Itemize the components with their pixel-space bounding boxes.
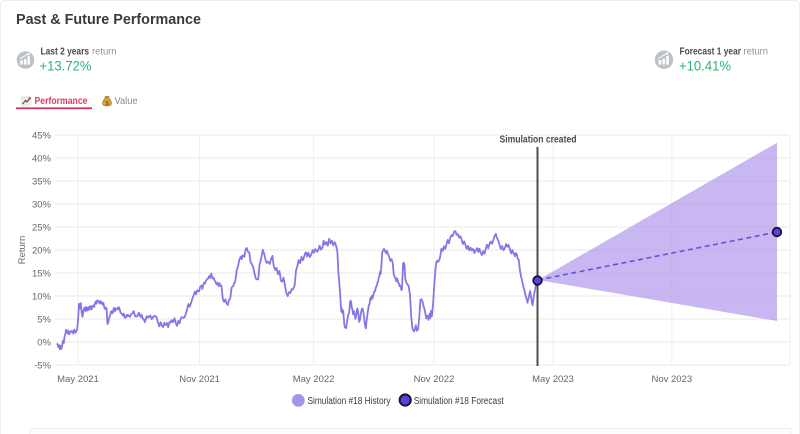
svg-text:Forecast 1 year: Forecast 1 year — [680, 46, 742, 58]
svg-text:-5%: -5% — [34, 361, 51, 372]
svg-text:30%: 30% — [32, 200, 52, 211]
svg-text:Nov 2022: Nov 2022 — [414, 374, 455, 385]
svg-text:20%: 20% — [32, 246, 52, 257]
svg-text:Nov 2023: Nov 2023 — [651, 374, 692, 385]
svg-text:10%: 10% — [32, 292, 52, 303]
svg-text:0%: 0% — [37, 338, 51, 349]
svg-text:+13.72%: +13.72% — [40, 58, 92, 74]
svg-text:return: return — [744, 46, 769, 58]
svg-text:Return: Return — [17, 236, 28, 265]
svg-text:Simulation created: Simulation created — [500, 135, 577, 146]
svg-text:Value: Value — [115, 95, 138, 107]
svg-text:Simulation #18 History: Simulation #18 History — [308, 396, 391, 407]
svg-text:+10.41%: +10.41% — [679, 58, 731, 74]
svg-text:45%: 45% — [32, 131, 52, 142]
svg-text:May 2022: May 2022 — [293, 374, 335, 385]
svg-text:May 2021: May 2021 — [57, 374, 99, 385]
svg-text:35%: 35% — [32, 177, 52, 188]
svg-text:25%: 25% — [32, 223, 52, 234]
svg-text:return: return — [92, 46, 117, 58]
svg-text:5%: 5% — [37, 315, 51, 326]
svg-text:May 2023: May 2023 — [532, 374, 574, 385]
svg-text:Performance: Performance — [35, 95, 88, 107]
svg-text:Last 2 years: Last 2 years — [41, 46, 90, 58]
svg-text:Simulation #18 Forecast: Simulation #18 Forecast — [414, 396, 504, 407]
svg-text:15%: 15% — [32, 269, 52, 280]
svg-text:Nov 2021: Nov 2021 — [179, 374, 220, 385]
svg-text:40%: 40% — [32, 154, 52, 165]
svg-text:Past & Future Performance: Past & Future Performance — [16, 11, 201, 28]
svg-text:$: $ — [105, 101, 108, 107]
